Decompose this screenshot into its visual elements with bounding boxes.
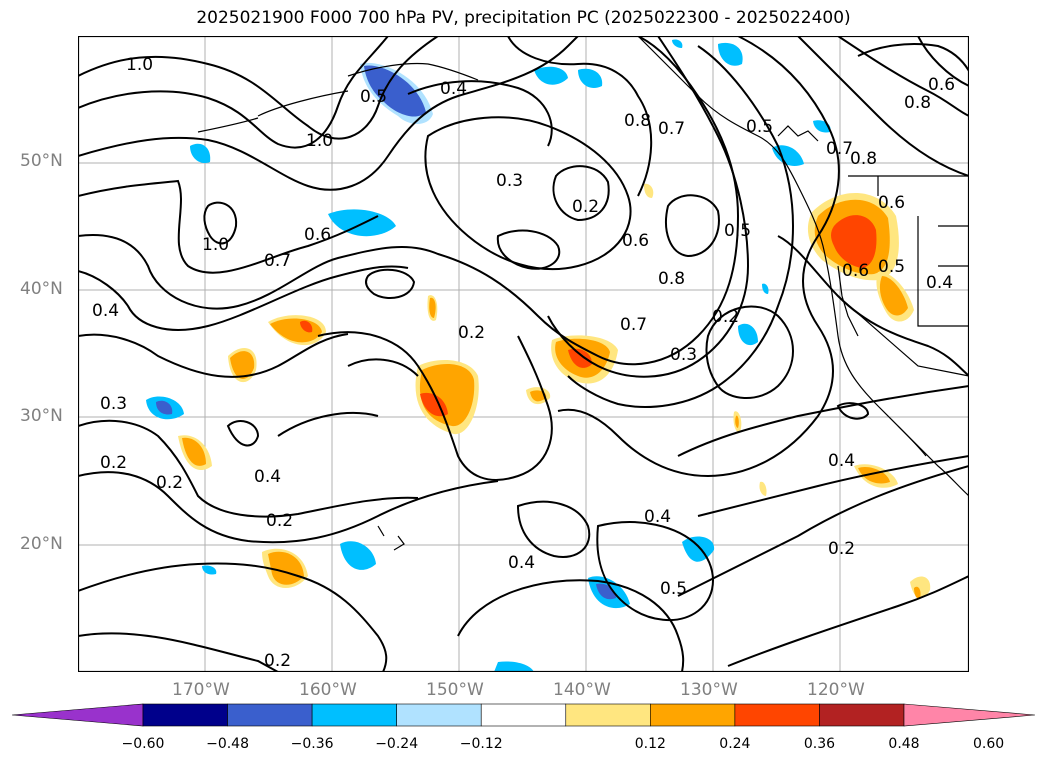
- map-title: 2025021900 F000 700 hPa PV, precipitatio…: [196, 8, 851, 28]
- contour-label: 0.4: [254, 467, 281, 487]
- colorbar-tick-label: 0.60: [972, 736, 1005, 752]
- colorbar-segment: [819, 703, 905, 727]
- colorbar-segment: [311, 703, 397, 727]
- map-panel: 1.0 0.4 0.5 0.8 0.7 0.5 0.6 0.8 0.7 0.8 …: [78, 36, 969, 672]
- colorbar-tick-label: −0.48: [206, 736, 249, 752]
- contour-label: 0.2: [156, 473, 183, 493]
- coastlines: [197, 36, 969, 551]
- contour-label: 0.5: [660, 579, 687, 599]
- gridlines: [78, 36, 969, 672]
- contour-label: 0.4: [92, 301, 119, 321]
- contour-label: 0.7: [264, 251, 291, 271]
- contour-label: 0.5: [878, 257, 905, 277]
- contour-label: 0.4: [440, 79, 467, 99]
- contour-label: 0.3: [670, 345, 697, 365]
- contour-label: 0.6: [878, 193, 905, 213]
- contour-label: 0.6: [622, 231, 649, 251]
- lat-label: 50°N: [20, 151, 63, 171]
- contour-label: 0.6: [928, 75, 955, 95]
- colorbar-tick-label: 0.24: [719, 736, 751, 752]
- contour-label: 0.4: [644, 507, 671, 527]
- contour-label: 0.6: [842, 261, 869, 281]
- colorbar-segment: [650, 703, 736, 727]
- contour-label: 0.5: [724, 221, 751, 241]
- contour-label: 0.8: [850, 149, 877, 169]
- contour-label: 0.2: [264, 651, 291, 671]
- colorbar-segment: [734, 703, 820, 727]
- contour-label: 0.7: [620, 315, 647, 335]
- contour-label: 1.0: [306, 131, 333, 151]
- lon-label: 130°W: [680, 680, 738, 700]
- contour-label: 0.8: [904, 93, 931, 113]
- contour-label: 0.8: [658, 269, 685, 289]
- contour-label: 0.3: [100, 394, 127, 414]
- contour-label: 0.5: [360, 87, 387, 107]
- pv-contours: [78, 36, 969, 672]
- colorbar-segment: [142, 703, 228, 727]
- lat-label: 40°N: [20, 279, 63, 299]
- colorbar-tick-label: 0.36: [803, 736, 836, 752]
- contour-label: 0.2: [712, 307, 739, 327]
- colorbar-tick-label: 0.12: [634, 736, 666, 752]
- colorbar-tick-label: −0.36: [290, 736, 334, 752]
- contour-label-group: 1.0 0.4 0.5 0.8 0.7 0.5 0.6 0.8 0.7 0.8 …: [92, 55, 955, 671]
- contour-label: 0.4: [926, 273, 953, 293]
- precip-shading: [146, 39, 931, 672]
- colorbar-segment: [480, 703, 567, 727]
- colorbar: [11, 703, 1036, 727]
- contour-label: 0.8: [624, 111, 651, 131]
- lon-label: 170°W: [172, 680, 230, 700]
- lon-label: 140°W: [553, 680, 611, 700]
- contour-label: 0.4: [828, 451, 855, 471]
- lat-label: 30°N: [20, 406, 63, 426]
- contour-label: 0.7: [658, 119, 685, 139]
- colorbar-segment: [227, 703, 313, 727]
- colorbar-segment: [565, 703, 651, 727]
- contour-label: 1.0: [126, 55, 153, 75]
- colorbar-extend-right: [903, 703, 1036, 727]
- lon-label: 150°W: [426, 680, 484, 700]
- colorbar-extend-left: [11, 703, 144, 727]
- contour-label: 1.0: [202, 235, 229, 255]
- contour-label: 0.7: [826, 139, 853, 159]
- contour-label: 0.2: [458, 323, 485, 343]
- colorbar-tick-label: −0.60: [121, 736, 165, 752]
- colorbar-tick-label: 0.48: [888, 736, 920, 752]
- colorbar-segment: [396, 703, 482, 727]
- contour-label: 0.4: [508, 553, 535, 573]
- lat-label: 20°N: [20, 534, 63, 554]
- colorbar-tick-label: −0.24: [375, 736, 419, 752]
- contour-label: 0.2: [572, 197, 599, 217]
- contour-label: 0.5: [746, 117, 773, 137]
- contour-label: 0.2: [100, 453, 127, 473]
- colorbar-tick-label: −0.12: [459, 736, 503, 752]
- contour-label: 0.2: [828, 539, 855, 559]
- contour-label: 0.2: [266, 511, 293, 531]
- contour-label: 0.3: [496, 171, 523, 191]
- contour-label: 0.6: [304, 225, 331, 245]
- lon-label: 120°W: [807, 680, 865, 700]
- lon-label: 160°W: [299, 680, 357, 700]
